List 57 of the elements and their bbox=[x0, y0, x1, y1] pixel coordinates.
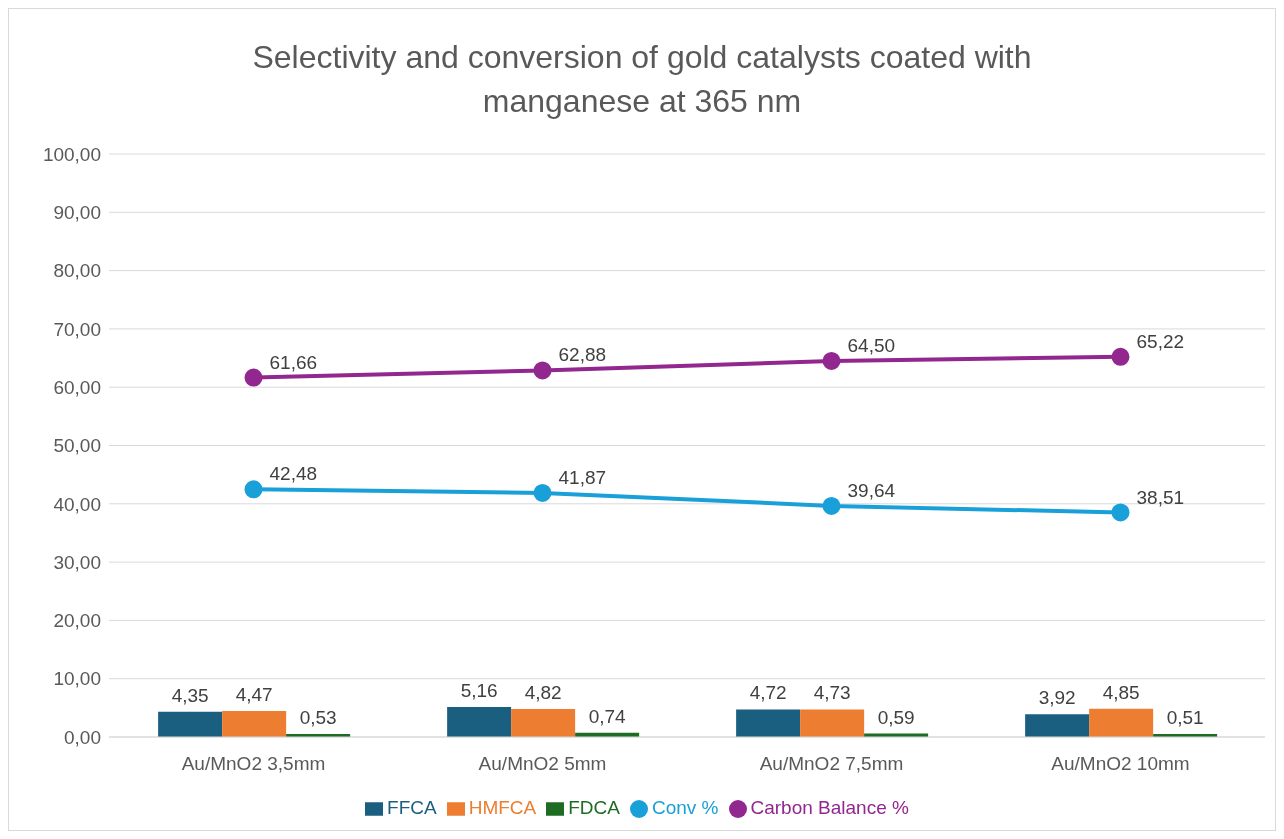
legend-label: FDCA bbox=[568, 797, 620, 818]
y-tick-label: 0,00 bbox=[64, 726, 101, 748]
point bbox=[822, 351, 841, 370]
data-label: 3,92 bbox=[1038, 687, 1076, 709]
data-label: 4,47 bbox=[235, 683, 273, 705]
legend-label: HMFCA bbox=[468, 797, 537, 818]
legend-label: FFCA bbox=[387, 797, 437, 818]
bar bbox=[736, 709, 801, 737]
bar bbox=[447, 706, 512, 737]
data-label: 65,22 bbox=[1136, 330, 1185, 352]
data-label: 0,59 bbox=[877, 706, 915, 728]
point bbox=[822, 496, 841, 515]
data-label: 62,88 bbox=[558, 344, 607, 366]
x-tick-label: Au/MnO2 10mm bbox=[1051, 753, 1190, 775]
data-label: 64,50 bbox=[847, 334, 896, 356]
point bbox=[533, 361, 552, 380]
chart-title: Selectivity and conversion of gold catalysts coated with manganese at 365 nm bbox=[251, 38, 1033, 121]
data-label: 4,82 bbox=[524, 681, 562, 703]
y-tick-label: 20,00 bbox=[53, 610, 101, 632]
y-tick-label: 30,00 bbox=[53, 551, 101, 573]
bar bbox=[1025, 714, 1090, 737]
data-label: 41,87 bbox=[558, 466, 607, 488]
y-tick-label: 40,00 bbox=[53, 493, 101, 515]
data-label: 0,51 bbox=[1166, 707, 1204, 729]
bar bbox=[222, 710, 287, 737]
y-tick-label: 70,00 bbox=[53, 318, 101, 340]
bar bbox=[511, 708, 576, 737]
point bbox=[1111, 503, 1130, 522]
x-tick-label: Au/MnO2 3,5mm bbox=[181, 753, 326, 775]
y-tick-label: 50,00 bbox=[53, 435, 101, 457]
point bbox=[244, 480, 263, 499]
data-label: 42,48 bbox=[269, 463, 318, 485]
legend-label: Carbon Balance % bbox=[750, 797, 909, 818]
y-tick-label: 60,00 bbox=[53, 376, 101, 398]
bar bbox=[1089, 708, 1154, 737]
y-tick-label: 80,00 bbox=[53, 260, 101, 282]
y-tick-label: 90,00 bbox=[53, 202, 101, 224]
data-label: 61,66 bbox=[269, 351, 318, 373]
y-tick-label: 100,00 bbox=[42, 143, 101, 165]
data-label: 5,16 bbox=[460, 679, 498, 701]
data-label: 4,73 bbox=[813, 682, 851, 704]
x-tick-label: Au/MnO2 7,5mm bbox=[759, 753, 904, 775]
data-label: 0,74 bbox=[588, 705, 627, 727]
data-label: 4,85 bbox=[1102, 681, 1140, 703]
point bbox=[1111, 347, 1130, 366]
x-tick-label: Au/MnO2 5mm bbox=[478, 753, 607, 775]
data-label: 4,72 bbox=[749, 682, 787, 704]
data-label: 4,35 bbox=[171, 684, 209, 706]
bar bbox=[158, 711, 223, 737]
point bbox=[533, 483, 552, 502]
data-label: 38,51 bbox=[1136, 486, 1185, 508]
data-label: 0,53 bbox=[299, 706, 337, 728]
legend-label: Conv % bbox=[651, 797, 719, 818]
point bbox=[244, 368, 263, 387]
y-tick-label: 10,00 bbox=[53, 668, 101, 690]
bar bbox=[800, 709, 865, 737]
data-label: 39,64 bbox=[847, 479, 896, 501]
